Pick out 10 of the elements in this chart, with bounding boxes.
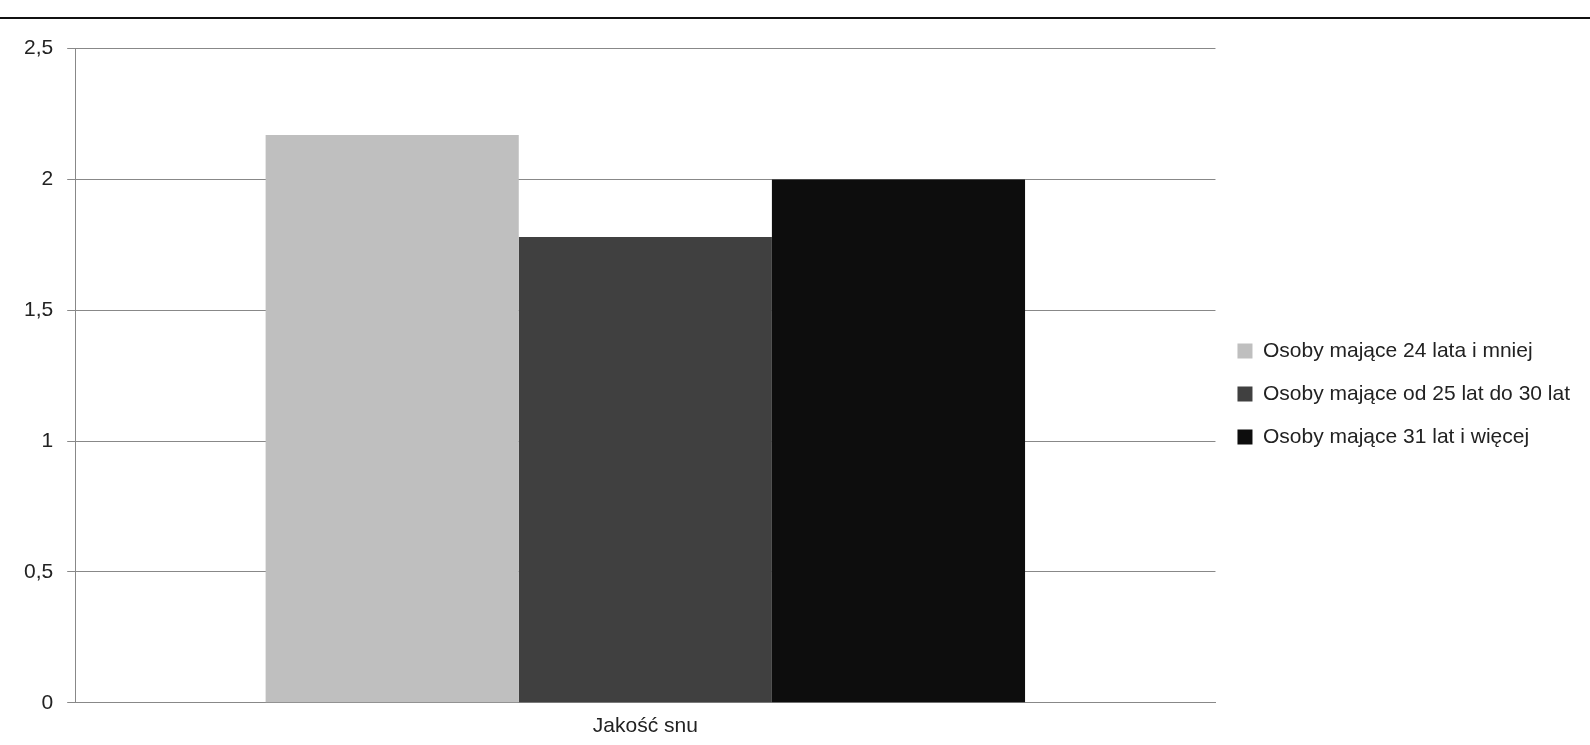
legend-label: Osoby mające 24 lata i mniej [1262,337,1533,361]
legend-label: Osoby mające 31 lat i więcej [1262,423,1530,447]
legend-label: Osoby mające od 25 lat do 30 lat [1262,380,1571,404]
y-tick-label: 2,5 [23,35,54,59]
y-tick-label: 1 [41,427,54,451]
y-tick-label: 0,5 [23,558,54,582]
y-tick-label: 1,5 [23,297,54,321]
y-tick-label: 0 [41,689,54,713]
y-tick-label: 2 [41,166,54,190]
x-tick-label: Jakość snu [592,713,698,737]
